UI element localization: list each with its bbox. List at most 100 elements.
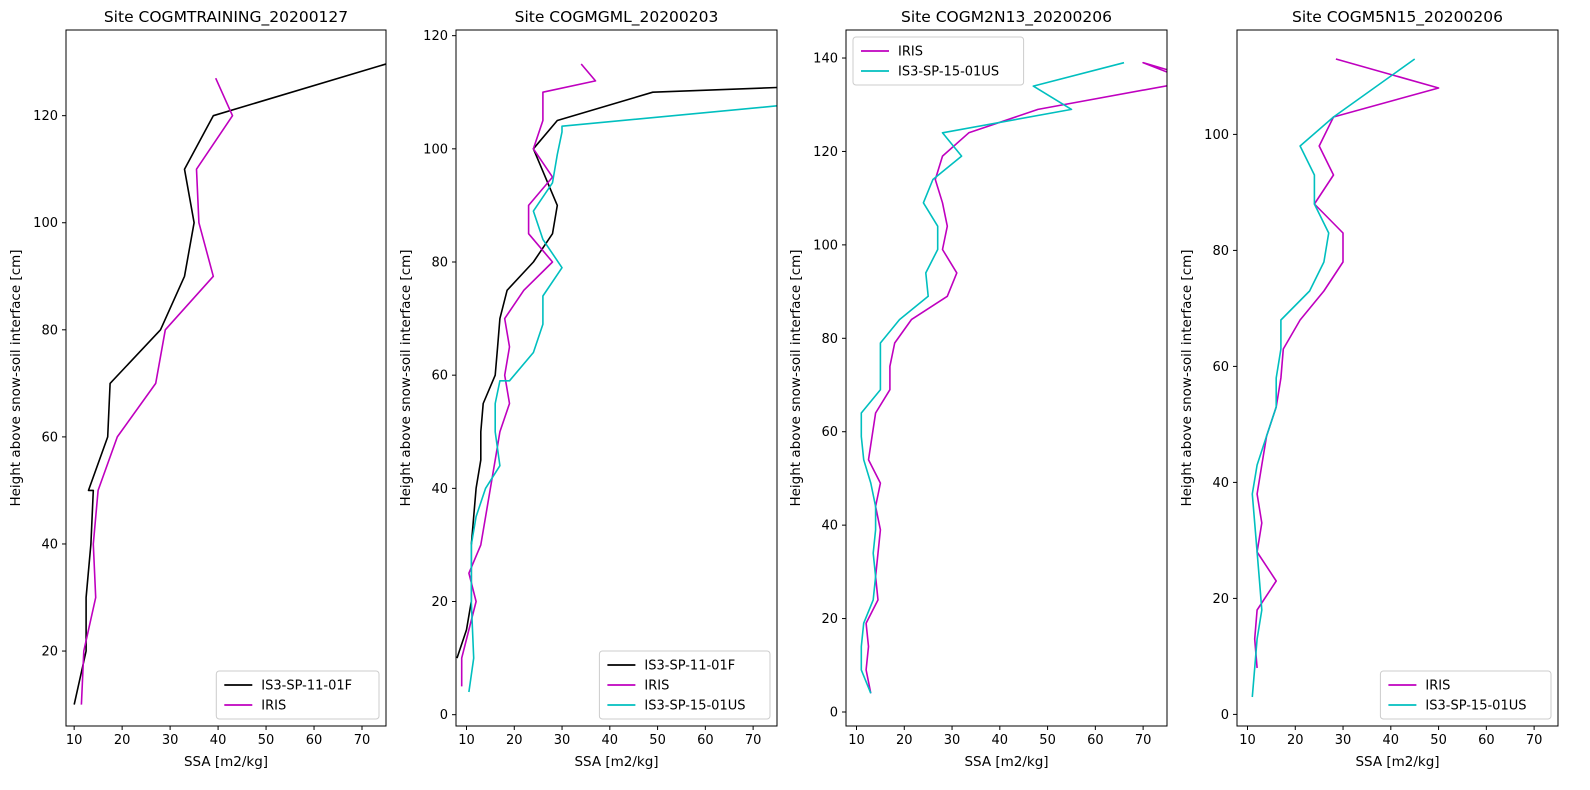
y-tick-label: 60 [1212, 360, 1229, 375]
series-line-is3-sp-15-01us [468, 105, 777, 693]
x-axis-label: SSA [m2/kg] [1355, 754, 1439, 770]
x-tick-label: 30 [944, 733, 961, 748]
plot-area [456, 63, 777, 693]
series-line-is3-sp-11-01f [73, 63, 386, 705]
y-tick-label: 80 [431, 256, 448, 271]
legend-label: IRIS [261, 699, 286, 714]
chart-title: Site COGMGML_20200203 [515, 8, 719, 27]
legend-label: IS3-SP-11-01F [644, 659, 735, 674]
x-tick-label: 60 [697, 733, 714, 748]
x-tick-label: 20 [114, 733, 131, 748]
legend-label: IS3-SP-15-01US [898, 65, 999, 80]
legend-box [215, 670, 380, 720]
x-tick-label: 40 [210, 733, 227, 748]
y-tick-label: 100 [813, 238, 838, 253]
legend-box [598, 650, 771, 720]
x-tick-label: 70 [1135, 733, 1152, 748]
y-tick-label: 80 [41, 323, 58, 338]
series-line-iris [1253, 58, 1440, 669]
x-tick-label: 20 [1287, 733, 1304, 748]
y-tick-label: 80 [821, 332, 838, 347]
x-axis-label: SSA [m2/kg] [184, 754, 268, 770]
y-tick-label: 40 [1212, 476, 1229, 491]
y-tick-label: 80 [1212, 244, 1229, 259]
y-tick-label: 40 [431, 482, 448, 497]
x-tick-label: 20 [896, 733, 913, 748]
legend: IS3-SP-11-01F IRIS IS3-SP-15-01US [598, 650, 771, 720]
x-tick-label: 60 [1478, 733, 1495, 748]
legend-box [852, 36, 1025, 86]
y-tick-label: 120 [423, 29, 448, 44]
series-line-iris [80, 77, 234, 705]
series-line-is3-sp-15-01us [1251, 58, 1416, 698]
y-tick-label: 20 [821, 612, 838, 627]
series-line-iris [460, 63, 597, 687]
y-tick-label: 120 [813, 145, 838, 160]
y-tick-label: 100 [33, 216, 58, 231]
x-tick-label: 10 [66, 733, 83, 748]
legend: IRIS IS3-SP-15-01US [852, 36, 1025, 86]
x-tick-label: 30 [1335, 733, 1352, 748]
legend-label: IS3-SP-11-01F [261, 679, 352, 694]
legend-label: IRIS [1425, 679, 1450, 694]
x-tick-label: 40 [602, 733, 619, 748]
x-tick-label: 70 [1526, 733, 1543, 748]
y-tick-label: 40 [41, 537, 58, 552]
x-tick-label: 50 [258, 733, 275, 748]
plot-area [73, 63, 386, 705]
y-tick-label: 40 [821, 519, 838, 534]
y-tick-label: 0 [440, 708, 448, 723]
x-axis-label: SSA [m2/kg] [964, 754, 1048, 770]
axes-frame [455, 29, 778, 727]
x-tick-label: 60 [1087, 733, 1104, 748]
chart-panel-4: 10 20 30 40 50 60 70 0 20 40 60 80 100 Site COGM5N15_… [1179, 8, 1559, 770]
x-axis-label: SSA [m2/kg] [574, 754, 658, 770]
y-axis-label: Height above snow-soil interface [cm] [1179, 249, 1195, 506]
x-tick-label: 10 [458, 733, 475, 748]
series-line-is3-sp-15-01us [860, 61, 1125, 694]
x-tick-label: 30 [554, 733, 571, 748]
series-line-is3-sp-11-01f [456, 86, 777, 659]
plot-area [1251, 58, 1440, 698]
axes-frame [1236, 29, 1559, 727]
axes-frame [845, 29, 1168, 727]
x-tick-label: 40 [1383, 733, 1400, 748]
legend: IRIS IS3-SP-15-01US [1379, 670, 1552, 720]
y-tick-label: 100 [423, 142, 448, 157]
plot-area [860, 61, 1167, 694]
y-axis-label: Height above snow-soil interface [cm] [8, 249, 24, 506]
y-tick-label: 100 [1204, 128, 1229, 143]
series-line-iris [865, 61, 1167, 694]
x-tick-label: 70 [745, 733, 762, 748]
legend-box [1379, 670, 1552, 720]
y-tick-label: 20 [41, 645, 58, 660]
x-tick-label: 30 [162, 733, 179, 748]
chart-panel-2: 10 20 30 40 50 60 70 0 20 40 60 80 100 120 Site COGMGM… [398, 8, 778, 770]
x-tick-label: 20 [506, 733, 523, 748]
x-tick-label: 50 [649, 733, 666, 748]
y-tick-label: 120 [33, 109, 58, 124]
x-tick-label: 60 [306, 733, 323, 748]
x-tick-label: 50 [1039, 733, 1056, 748]
y-tick-label: 0 [830, 705, 838, 720]
y-tick-label: 20 [431, 595, 448, 610]
legend-label: IRIS [898, 45, 923, 60]
axes-frame [65, 29, 387, 727]
x-tick-label: 10 [848, 733, 865, 748]
y-tick-label: 140 [813, 52, 838, 67]
chart-panel-3: 10 20 30 40 50 60 70 0 20 40 60 80 100 120 140 Site COG… [788, 8, 1168, 770]
chart-title: Site COGM5N15_20200206 [1292, 8, 1503, 27]
y-tick-label: 20 [1212, 592, 1229, 607]
y-axis-label: Height above snow-soil interface [cm] [788, 249, 804, 506]
x-tick-label: 70 [354, 733, 371, 748]
x-tick-label: 50 [1430, 733, 1447, 748]
chart-title: Site COGMTRAINING_20200127 [104, 8, 348, 27]
y-tick-label: 0 [1221, 708, 1229, 723]
legend-label: IRIS [644, 679, 669, 694]
x-tick-label: 10 [1239, 733, 1256, 748]
y-tick-label: 60 [41, 430, 58, 445]
chart-panel-1: 10 20 30 40 50 60 70 20 40 60 80 100 120 Site COGMTRA… [8, 8, 387, 770]
y-axis-label: Height above snow-soil interface [cm] [398, 249, 414, 506]
legend: IS3-SP-11-01F IRIS [215, 670, 380, 720]
